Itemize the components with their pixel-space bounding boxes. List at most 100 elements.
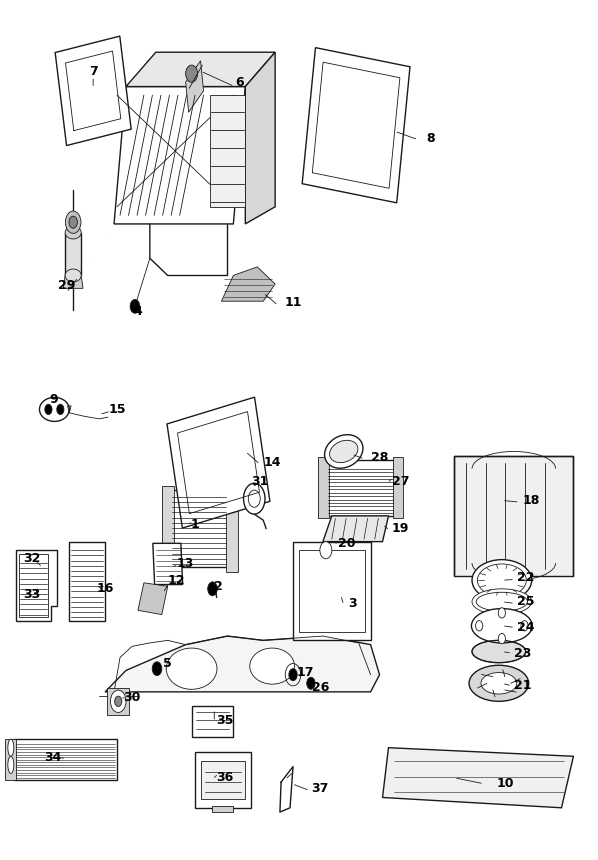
Polygon shape <box>200 760 245 799</box>
Polygon shape <box>19 555 48 617</box>
Circle shape <box>57 404 64 415</box>
Polygon shape <box>221 267 275 301</box>
Polygon shape <box>212 806 233 812</box>
Text: 37: 37 <box>311 783 328 796</box>
Polygon shape <box>14 739 117 780</box>
Text: 19: 19 <box>392 522 409 535</box>
Circle shape <box>69 216 77 228</box>
Polygon shape <box>293 542 371 641</box>
Text: 25: 25 <box>517 595 535 608</box>
Polygon shape <box>5 739 16 780</box>
Circle shape <box>243 483 265 514</box>
Ellipse shape <box>476 593 527 611</box>
Polygon shape <box>114 87 245 224</box>
Text: 36: 36 <box>216 771 233 784</box>
Circle shape <box>498 608 505 618</box>
Ellipse shape <box>166 648 217 690</box>
Ellipse shape <box>8 739 14 756</box>
Circle shape <box>307 678 315 690</box>
Circle shape <box>115 696 122 706</box>
Polygon shape <box>185 61 203 113</box>
Ellipse shape <box>329 440 358 463</box>
Polygon shape <box>383 747 573 808</box>
Circle shape <box>521 621 528 631</box>
Text: 35: 35 <box>216 714 233 727</box>
Polygon shape <box>454 456 573 576</box>
Text: 22: 22 <box>517 571 535 584</box>
Circle shape <box>208 582 217 596</box>
Text: 33: 33 <box>23 588 40 601</box>
Ellipse shape <box>477 564 526 597</box>
Polygon shape <box>16 550 57 621</box>
Text: 2: 2 <box>214 580 223 593</box>
Ellipse shape <box>250 648 295 685</box>
Polygon shape <box>65 232 81 275</box>
Text: 34: 34 <box>44 752 62 765</box>
Text: 24: 24 <box>517 621 535 634</box>
Polygon shape <box>63 275 83 288</box>
Polygon shape <box>170 490 227 568</box>
Polygon shape <box>69 542 105 621</box>
Circle shape <box>248 490 260 507</box>
Text: 17: 17 <box>296 666 314 679</box>
Ellipse shape <box>8 756 14 773</box>
Circle shape <box>498 634 505 644</box>
Text: 13: 13 <box>177 556 194 569</box>
Ellipse shape <box>472 560 532 601</box>
Text: 29: 29 <box>57 280 75 292</box>
Circle shape <box>475 621 483 631</box>
Circle shape <box>185 65 197 83</box>
Ellipse shape <box>65 226 81 239</box>
Text: 10: 10 <box>496 777 514 790</box>
Polygon shape <box>191 706 233 736</box>
Polygon shape <box>326 460 395 516</box>
Circle shape <box>152 662 162 676</box>
Polygon shape <box>138 583 168 615</box>
Polygon shape <box>126 52 275 87</box>
Polygon shape <box>107 688 129 715</box>
Text: 23: 23 <box>514 647 532 660</box>
Text: 26: 26 <box>312 681 329 694</box>
Polygon shape <box>153 544 182 585</box>
Polygon shape <box>226 486 238 572</box>
Text: 31: 31 <box>252 475 269 488</box>
Circle shape <box>289 669 297 681</box>
Ellipse shape <box>325 434 363 468</box>
Polygon shape <box>162 486 173 572</box>
Circle shape <box>320 542 332 559</box>
Text: 16: 16 <box>96 582 114 595</box>
Polygon shape <box>194 752 251 808</box>
Text: 6: 6 <box>235 76 243 89</box>
Circle shape <box>65 211 81 233</box>
Circle shape <box>45 404 52 415</box>
Ellipse shape <box>471 609 532 643</box>
Text: 5: 5 <box>163 657 172 670</box>
Text: 20: 20 <box>338 537 355 550</box>
Polygon shape <box>209 95 245 206</box>
Text: 18: 18 <box>523 494 541 507</box>
Polygon shape <box>302 47 410 203</box>
Text: 11: 11 <box>284 297 302 310</box>
Text: 30: 30 <box>123 691 141 704</box>
Ellipse shape <box>472 641 526 663</box>
Polygon shape <box>55 36 131 145</box>
Text: 15: 15 <box>108 402 126 416</box>
Text: 7: 7 <box>89 64 97 77</box>
Text: 4: 4 <box>133 305 142 318</box>
Polygon shape <box>167 397 270 528</box>
Polygon shape <box>323 516 389 542</box>
Text: 27: 27 <box>392 475 409 488</box>
Text: 12: 12 <box>168 574 185 587</box>
Polygon shape <box>105 636 380 692</box>
Text: 3: 3 <box>349 597 357 610</box>
Text: 28: 28 <box>371 451 388 464</box>
Text: 32: 32 <box>23 552 41 565</box>
Polygon shape <box>245 52 275 224</box>
Ellipse shape <box>472 589 532 615</box>
Circle shape <box>111 691 126 712</box>
Circle shape <box>130 299 140 313</box>
Polygon shape <box>393 458 404 519</box>
Text: 21: 21 <box>514 679 532 692</box>
Polygon shape <box>318 458 329 519</box>
Text: 9: 9 <box>49 393 57 407</box>
